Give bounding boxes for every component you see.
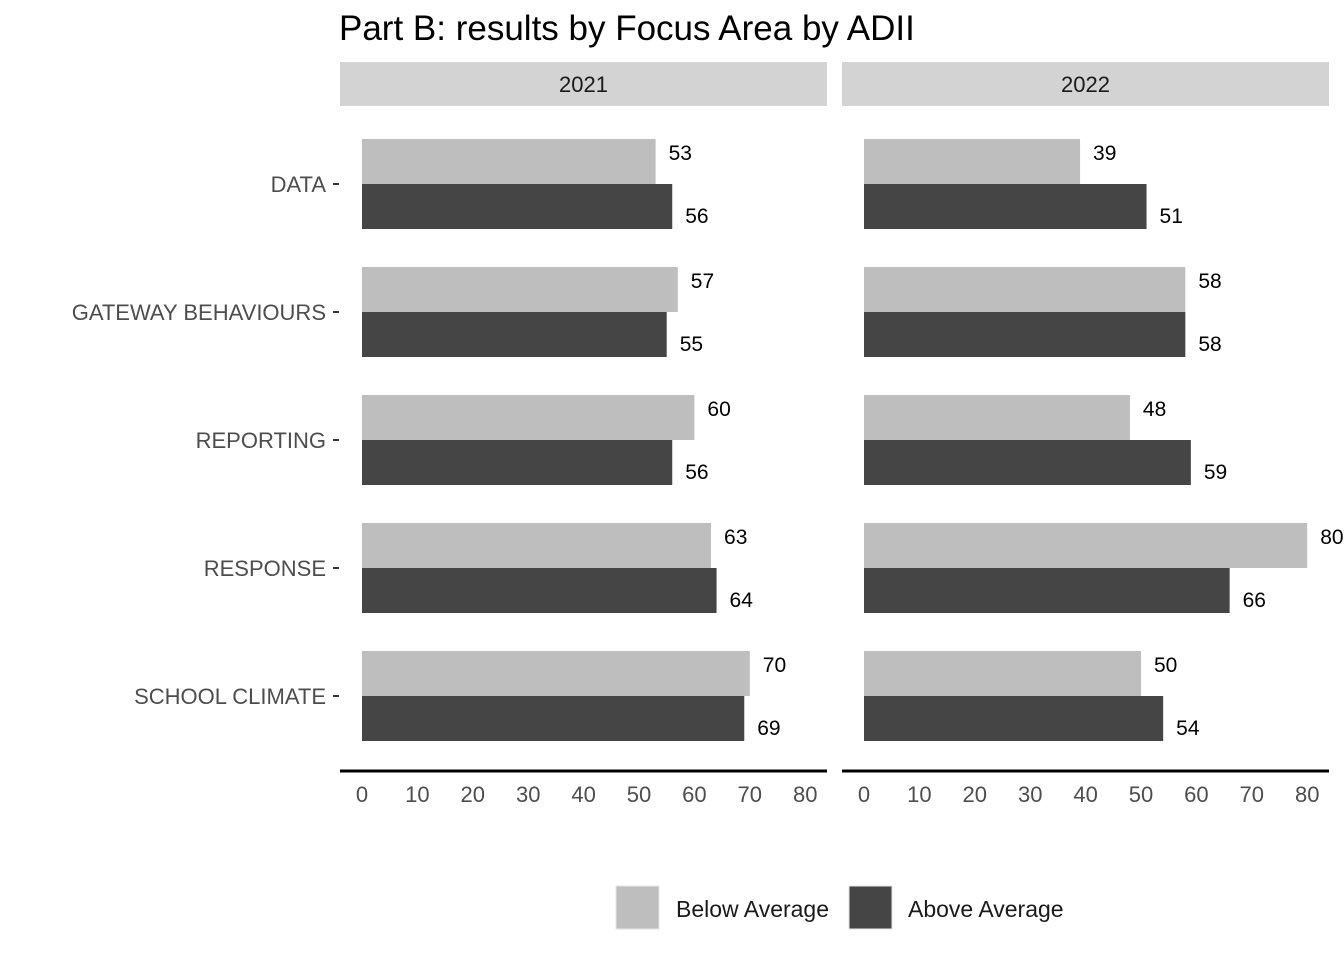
data-label-2021-gateway-behaviours-below-average: 57 bbox=[691, 270, 714, 293]
bar-2022-data-below-average bbox=[864, 139, 1081, 184]
category-label-reporting: REPORTING bbox=[196, 428, 326, 453]
bar-2021-reporting-above-average bbox=[362, 440, 673, 485]
x-tick-label-2021-30: 30 bbox=[516, 782, 540, 807]
data-label-2022-reporting-below-average: 48 bbox=[1143, 398, 1166, 421]
bar-2021-school-climate-below-average bbox=[362, 651, 750, 696]
data-label-2022-data-above-average: 51 bbox=[1160, 205, 1183, 228]
x-tick-label-2022-10: 10 bbox=[907, 782, 931, 807]
bar-2021-school-climate-above-average bbox=[362, 696, 745, 741]
data-label-2021-data-above-average: 56 bbox=[685, 205, 708, 228]
x-tick-label-2021-60: 60 bbox=[682, 782, 706, 807]
bar-2022-response-above-average bbox=[864, 568, 1230, 613]
bar-2022-response-below-average bbox=[864, 523, 1308, 568]
panel-strip-label-2021: 2021 bbox=[559, 72, 608, 97]
panel-strip-2021 bbox=[340, 62, 827, 106]
category-label-gateway-behaviours: GATEWAY BEHAVIOURS bbox=[72, 300, 326, 325]
x-tick-label-2021-0: 0 bbox=[356, 782, 368, 807]
category-label-response: RESPONSE bbox=[204, 556, 326, 581]
legend-key-below-average bbox=[615, 885, 660, 930]
data-label-2021-response-above-average: 64 bbox=[730, 589, 754, 612]
chart-title: Part B: results by Focus Area by ADII bbox=[339, 9, 915, 48]
bar-2022-data-above-average bbox=[864, 184, 1147, 229]
legend-label-below-average: Below Average bbox=[676, 896, 829, 922]
bar-2021-gateway-behaviours-above-average bbox=[362, 312, 667, 357]
bar-2021-response-below-average bbox=[362, 523, 712, 568]
legend-label-above-average: Above Average bbox=[908, 896, 1064, 922]
category-label-school-climate: SCHOOL CLIMATE bbox=[134, 684, 326, 709]
bar-2022-reporting-below-average bbox=[864, 395, 1130, 440]
data-label-2021-response-below-average: 63 bbox=[724, 526, 747, 549]
legend: Below Average Above Average bbox=[615, 885, 1064, 930]
data-label-2022-school-climate-above-average: 54 bbox=[1176, 717, 1200, 740]
data-label-2021-gateway-behaviours-above-average: 55 bbox=[680, 333, 703, 356]
bar-2021-reporting-below-average bbox=[362, 395, 695, 440]
data-label-2022-gateway-behaviours-below-average: 58 bbox=[1198, 270, 1221, 293]
data-label-2021-reporting-above-average: 56 bbox=[685, 461, 708, 484]
x-tick-label-2022-40: 40 bbox=[1073, 782, 1097, 807]
x-tick-label-2022-0: 0 bbox=[858, 782, 870, 807]
panel-strip-2022 bbox=[842, 62, 1329, 106]
data-label-2021-data-below-average: 53 bbox=[669, 142, 692, 165]
bar-2022-reporting-above-average bbox=[864, 440, 1191, 485]
x-tick-label-2021-20: 20 bbox=[461, 782, 485, 807]
bar-2021-gateway-behaviours-below-average bbox=[362, 267, 678, 312]
x-tick-label-2022-30: 30 bbox=[1018, 782, 1042, 807]
x-tick-label-2022-60: 60 bbox=[1184, 782, 1208, 807]
bar-2022-gateway-behaviours-below-average bbox=[864, 267, 1186, 312]
panel-strip-label-2022: 2022 bbox=[1061, 72, 1110, 97]
x-tick-label-2022-50: 50 bbox=[1129, 782, 1153, 807]
x-tick-label-2022-80: 80 bbox=[1295, 782, 1319, 807]
data-label-2021-school-climate-above-average: 69 bbox=[757, 717, 780, 740]
x-tick-label-2021-70: 70 bbox=[738, 782, 762, 807]
x-tick-label-2021-80: 80 bbox=[793, 782, 817, 807]
panel-2022: 2022 39 51 58 58 48 59 80 66 50 54 0 10 20 30 40 50 60 70 8… bbox=[842, 62, 1344, 807]
category-label-data: DATA bbox=[271, 172, 327, 197]
chart-panels: DATA GATEWAY BEHAVIOURS REPORTING RESPONSE S… bbox=[72, 62, 1344, 807]
x-tick-label-2021-50: 50 bbox=[627, 782, 651, 807]
bar-2021-data-below-average bbox=[362, 139, 656, 184]
data-label-2022-reporting-above-average: 59 bbox=[1204, 461, 1227, 484]
x-tick-label-2022-70: 70 bbox=[1240, 782, 1264, 807]
x-tick-label-2021-10: 10 bbox=[405, 782, 429, 807]
x-tick-label-2022-20: 20 bbox=[963, 782, 987, 807]
bar-2021-data-above-average bbox=[362, 184, 673, 229]
data-label-2022-data-below-average: 39 bbox=[1093, 142, 1116, 165]
bar-2022-school-climate-above-average bbox=[864, 696, 1164, 741]
data-label-2021-reporting-below-average: 60 bbox=[707, 398, 730, 421]
legend-key-above-average bbox=[848, 885, 893, 930]
panel-2021: 2021 53 56 57 55 60 56 63 64 70 69 0 10 20 30 40 50 60 70 8… bbox=[340, 62, 827, 807]
data-label-2022-response-above-average: 66 bbox=[1243, 589, 1266, 612]
data-label-2022-response-below-average: 80 bbox=[1320, 526, 1343, 549]
data-label-2021-school-climate-below-average: 70 bbox=[763, 654, 786, 677]
data-label-2022-gateway-behaviours-above-average: 58 bbox=[1198, 333, 1221, 356]
x-tick-label-2021-40: 40 bbox=[571, 782, 595, 807]
data-label-2022-school-climate-below-average: 50 bbox=[1154, 654, 1177, 677]
bar-2021-response-above-average bbox=[362, 568, 717, 613]
bar-2022-gateway-behaviours-above-average bbox=[864, 312, 1186, 357]
bar-2022-school-climate-below-average bbox=[864, 651, 1141, 696]
